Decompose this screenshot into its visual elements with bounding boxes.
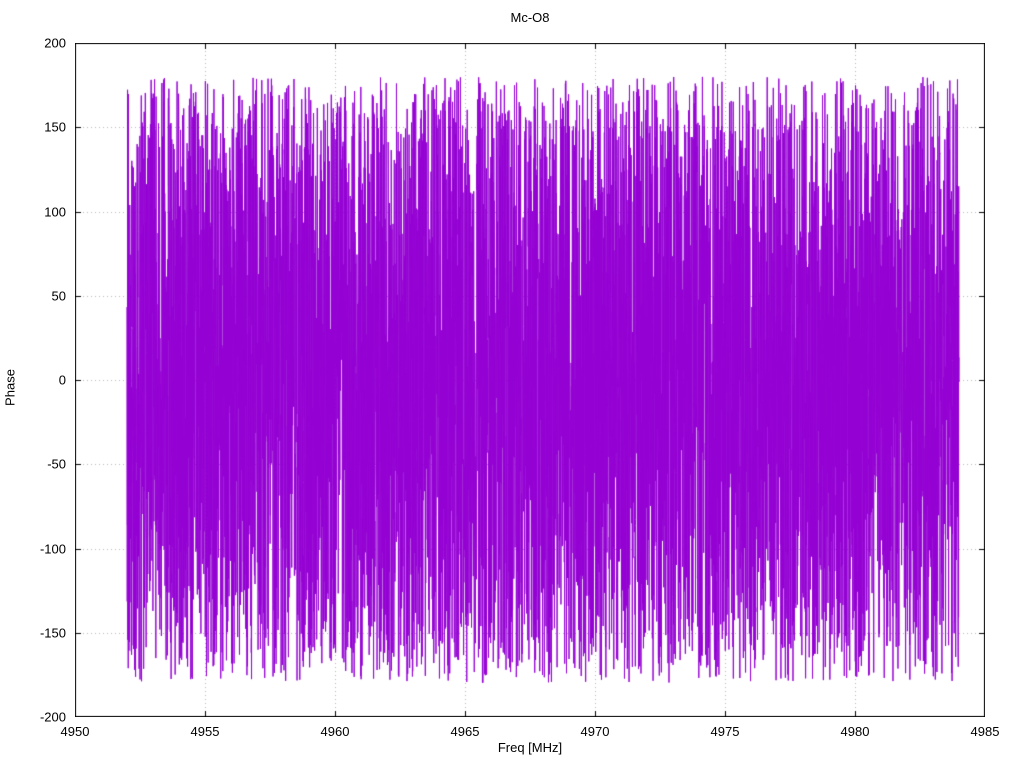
y-tick-label: 100 xyxy=(44,204,66,219)
y-axis-label: Phase xyxy=(2,369,18,406)
y-tick-label: -50 xyxy=(47,456,66,472)
x-tick-label: 4970 xyxy=(580,724,610,739)
chart-title: Mc-O8 xyxy=(510,10,550,25)
y-tick-label: 150 xyxy=(44,119,66,135)
y-tick-label: 200 xyxy=(44,35,66,51)
x-tick-label: 4985 xyxy=(970,724,1000,739)
x-tick-label: 4965 xyxy=(450,724,480,739)
y-tick-label: -100 xyxy=(39,541,66,556)
plot-area xyxy=(75,43,985,717)
x-tick-label: 4980 xyxy=(840,724,870,739)
x-tick-label: 4955 xyxy=(190,724,220,739)
y-tick-label: -200 xyxy=(39,709,66,725)
x-tick-label: 4950 xyxy=(60,724,90,739)
y-tick-label: 0 xyxy=(58,372,66,388)
y-tick-label: 50 xyxy=(51,288,66,304)
y-tick-label: -150 xyxy=(39,625,66,641)
x-tick-label: 4975 xyxy=(710,724,740,739)
x-tick-label: 4960 xyxy=(320,724,350,739)
x-axis-label: Freq [MHz] xyxy=(497,740,563,755)
